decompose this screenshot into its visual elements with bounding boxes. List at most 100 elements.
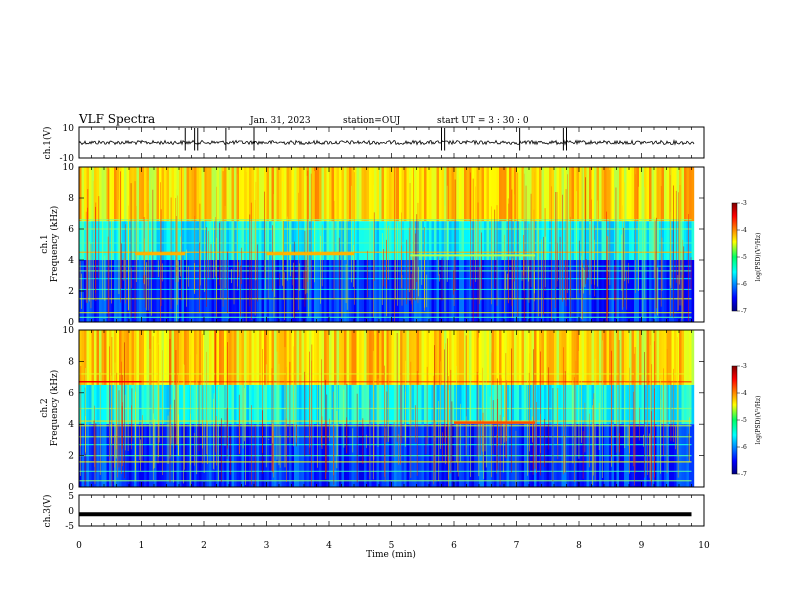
spectrogram-cell (656, 260, 660, 322)
spectrogram-cell (536, 330, 540, 385)
colorbar-tick-label: -5 (741, 254, 747, 261)
spectrogram-cell (526, 330, 530, 385)
spectrogram-cell (421, 330, 425, 385)
spectrogram-cell (461, 167, 465, 222)
spectrogram-cell (239, 384, 242, 425)
spectrogram-cell (331, 260, 335, 322)
time-tick-label: 7 (514, 541, 520, 551)
spectrogram-cell (661, 260, 665, 322)
spectrogram-cell (149, 167, 152, 222)
spectrogram-cell (636, 330, 640, 385)
spectrogram-cell (154, 221, 157, 260)
spectrogram-cell (279, 260, 282, 322)
spectrogram-cell (611, 330, 615, 385)
frequency-tick-label: 0 (68, 318, 74, 328)
colorbar-tick-label: -7 (741, 308, 747, 315)
spectrogram-cell (166, 260, 170, 322)
spectrogram-cell (446, 221, 450, 260)
spectrogram-cell (379, 260, 382, 322)
spectrogram-cell (486, 221, 490, 260)
spectrogram-cell (689, 330, 692, 385)
spectrogram-cell (269, 260, 272, 322)
spectrogram-cell (661, 167, 665, 222)
spectrogram-cell (566, 384, 570, 425)
spectrogram-cell (326, 384, 330, 425)
spectrogram-cell (296, 330, 300, 385)
spectrogram-cell (129, 384, 132, 425)
spectrogram-cell (261, 260, 265, 322)
spectrogram-cell (114, 167, 117, 222)
spectrogram-cell (224, 330, 227, 385)
spectrogram-cell (261, 384, 265, 425)
spectrogram-cell (166, 330, 170, 385)
spectrogram-cell (401, 221, 405, 260)
spectrogram-cell (386, 384, 390, 425)
spectrogram-cell (299, 167, 302, 222)
spectrogram-cell (551, 260, 555, 322)
spectrogram-cell (94, 330, 97, 385)
ch2-colorbar-gradient (731, 365, 738, 475)
spectrogram-cell (424, 167, 427, 222)
spectrogram-cell (364, 221, 367, 260)
spectrogram-cell (411, 260, 415, 322)
spectrogram-cell (661, 330, 665, 385)
spectrogram-cell (259, 167, 262, 222)
spectrogram-cell (294, 167, 297, 222)
spectrogram-cell (619, 330, 622, 385)
spectrogram-cell (196, 330, 200, 385)
time-tick-label: 10 (698, 541, 710, 551)
spectrogram-cell (374, 384, 377, 425)
spectrogram-cell (334, 330, 337, 385)
spectrogram-cell (579, 221, 582, 260)
spectrogram-cell (681, 330, 685, 385)
spectrogram-cell (141, 260, 145, 322)
spectrogram-cell (581, 330, 585, 385)
spectrogram-cell (619, 167, 622, 222)
spectrogram-cell (139, 330, 142, 385)
spectrogram-cell (676, 330, 680, 385)
spectrogram-cell (214, 167, 217, 222)
spectrogram-cell (171, 260, 175, 322)
spectrogram-cell (446, 260, 450, 322)
spectrogram-cell (116, 221, 120, 260)
spectrogram-cell (656, 384, 660, 425)
spectrogram-cell (341, 384, 345, 425)
spectrogram-cell (644, 330, 647, 385)
spectrogram-cell (689, 384, 692, 425)
spectrogram-cell (314, 167, 317, 222)
spectrogram-cell (299, 260, 302, 322)
spectrogram-cell (606, 384, 610, 425)
spectrogram-cell (179, 384, 182, 425)
spectrogram-cell (299, 221, 302, 260)
spectrogram-cell (261, 221, 265, 260)
spectrogram-cell (274, 260, 277, 322)
spectrogram-cell (524, 260, 527, 322)
spectrogram-cell (274, 221, 277, 260)
spectrogram-cell (229, 384, 232, 425)
spectrogram-cell (261, 330, 265, 385)
spectrogram-cell (164, 221, 167, 260)
spectrogram-cell (644, 167, 647, 222)
frequency-tick-label: 6 (68, 225, 74, 235)
spectrogram-cell (619, 384, 622, 425)
spectrogram-cell (409, 167, 412, 222)
spectrogram-cell (434, 384, 437, 425)
spectrogram-cell (691, 330, 695, 385)
time-tick-label: 2 (201, 541, 207, 551)
spectrogram-cell (116, 260, 120, 322)
spectrogram-cell (426, 260, 430, 322)
spectrogram-cell (89, 384, 92, 425)
spectrogram-cell (161, 384, 165, 425)
spectrogram-cell (319, 167, 322, 222)
spectrogram-cell (566, 330, 570, 385)
spectrogram-cell (649, 167, 652, 222)
spectrogram-cell (364, 384, 367, 425)
spectrogram-cell (366, 384, 370, 425)
spectrogram-cell (464, 384, 467, 425)
spectrogram-cell (259, 260, 262, 322)
spectrogram-cell (584, 260, 587, 322)
spectrogram-cell (616, 260, 620, 322)
time-tick-label: 9 (639, 541, 645, 551)
spectrogram-cell (659, 384, 662, 425)
spectrogram-cell (454, 384, 457, 425)
